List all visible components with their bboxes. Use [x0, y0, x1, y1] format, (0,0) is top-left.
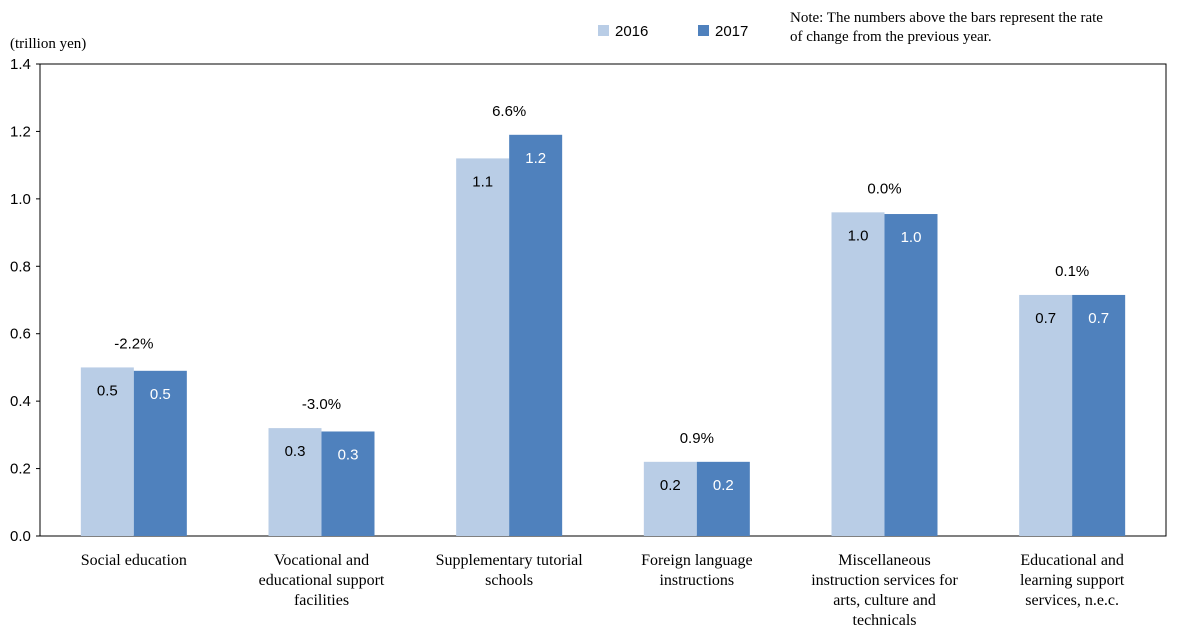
x-category-line: schools [485, 572, 533, 589]
x-category-label: Vocational and educational support facilit… [259, 552, 385, 609]
change-rate-label: 0.9% [680, 430, 714, 447]
y-tick-label: 1.0 [10, 191, 31, 208]
x-category-line: Foreign language [641, 552, 753, 569]
legend-swatch-2017 [698, 25, 709, 36]
change-rate-label: 0.0% [867, 180, 901, 197]
bar-value-label: 1.2 [525, 150, 546, 167]
bar-value-label: 0.7 [1035, 310, 1056, 327]
x-category-line: educational support [259, 572, 385, 589]
x-category-label: Social education [81, 552, 187, 569]
y-axis: 0.0 0.2 0.4 0.6 0.8 1.0 1.2 1.4 [10, 56, 40, 545]
plot-area [39, 63, 1167, 537]
legend: 2016 2017 [598, 23, 748, 40]
x-category-line: instruction services for [811, 572, 958, 589]
x-category-line: Social education [81, 552, 187, 569]
bar-value-label: 0.2 [713, 477, 734, 494]
x-category-line: services, n.e.c. [1025, 592, 1119, 609]
bar-2016 [831, 212, 885, 537]
note: Note: The numbers above the bars represe… [790, 10, 1103, 45]
y-axis-unit-label: (trillion yen) [10, 36, 86, 52]
bars-group: 0.5 0.5 -2.2% 0.3 0.3 -3.0% 1.1 1.2 6.6% 0.2 0.2 0.… [80, 103, 1126, 537]
plot-frame [39, 63, 1167, 537]
bar-2016 [80, 367, 134, 536]
bar-value-label: 0.2 [660, 477, 681, 494]
x-category-label: Supplementary tutorial schools [436, 552, 584, 589]
bar-value-label: 0.5 [150, 386, 171, 403]
bar-2016 [1019, 294, 1073, 536]
y-tick-label: 0.8 [10, 258, 31, 275]
bar-value-label: 0.3 [338, 446, 359, 463]
legend-label-2017: 2017 [715, 23, 748, 40]
x-axis: Social education Vocational and educationa… [81, 552, 1125, 629]
x-category-line: Miscellaneous [838, 552, 930, 569]
x-category-line: arts, culture and [833, 592, 936, 609]
x-category-line: facilities [294, 592, 349, 609]
bar-2017 [884, 214, 938, 536]
y-tick-label: 0.6 [10, 326, 31, 343]
x-category-line: technicals [853, 612, 917, 629]
bar-2017 [509, 134, 563, 537]
x-category-line: Vocational and [274, 552, 369, 569]
bar-2016 [643, 461, 697, 536]
bar-2017 [321, 431, 375, 536]
x-category-label: Educational and learning support services,… [1020, 552, 1125, 609]
x-category-line: instructions [659, 572, 734, 589]
x-category-line: learning support [1020, 572, 1125, 589]
x-category-line: Supplementary tutorial [436, 552, 584, 569]
bar-2017 [696, 461, 750, 536]
bar-value-label: 0.7 [1088, 310, 1109, 327]
bar-2017 [1072, 294, 1126, 536]
bar-2016 [268, 428, 322, 536]
change-rate-label: -3.0% [302, 396, 341, 413]
bar-2017 [133, 370, 187, 536]
y-tick-label: 1.2 [10, 123, 31, 140]
legend-swatch-2016 [598, 25, 609, 36]
y-tick-label: 1.4 [10, 56, 31, 73]
bar-value-label: 1.0 [848, 227, 869, 244]
y-tick-label: 0.4 [10, 393, 31, 410]
change-rate-label: -2.2% [114, 335, 153, 352]
y-tick-label: 0.0 [10, 528, 31, 545]
x-category-line: Educational and [1020, 552, 1124, 569]
bar-2016 [456, 158, 510, 536]
bar-value-label: 1.0 [901, 229, 922, 246]
y-tick-label: 0.2 [10, 461, 31, 478]
x-category-label: Miscellaneous instruction services for art… [811, 552, 958, 629]
bar-value-label: 1.1 [472, 173, 493, 190]
change-rate-label: 6.6% [492, 103, 526, 120]
note-line: of change from the previous year. [790, 29, 992, 45]
change-rate-label: 0.1% [1055, 263, 1089, 280]
bar-value-label: 0.3 [285, 443, 306, 460]
legend-label-2016: 2016 [615, 23, 648, 40]
note-line: Note: The numbers above the bars represe… [790, 10, 1103, 26]
bar-value-label: 0.5 [97, 382, 118, 399]
x-category-label: Foreign language instructions [641, 552, 753, 589]
